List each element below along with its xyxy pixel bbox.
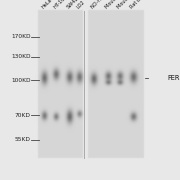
Text: LO2: LO2 — [76, 0, 86, 10]
Text: FER: FER — [167, 75, 180, 81]
Text: 100KD: 100KD — [11, 78, 31, 83]
Text: 130KD: 130KD — [11, 54, 31, 59]
Text: 55KD: 55KD — [15, 137, 31, 142]
Text: Rat brain: Rat brain — [130, 0, 150, 10]
Text: SW480: SW480 — [66, 0, 82, 10]
Text: Mouse liver: Mouse liver — [104, 0, 129, 10]
Text: HT-1080: HT-1080 — [52, 0, 71, 10]
Text: Mouse heart: Mouse heart — [116, 0, 142, 10]
Text: 70KD: 70KD — [15, 113, 31, 118]
Text: NCI-H460: NCI-H460 — [90, 0, 110, 10]
Text: 170KD: 170KD — [11, 34, 31, 39]
Text: HeLa: HeLa — [40, 0, 53, 10]
